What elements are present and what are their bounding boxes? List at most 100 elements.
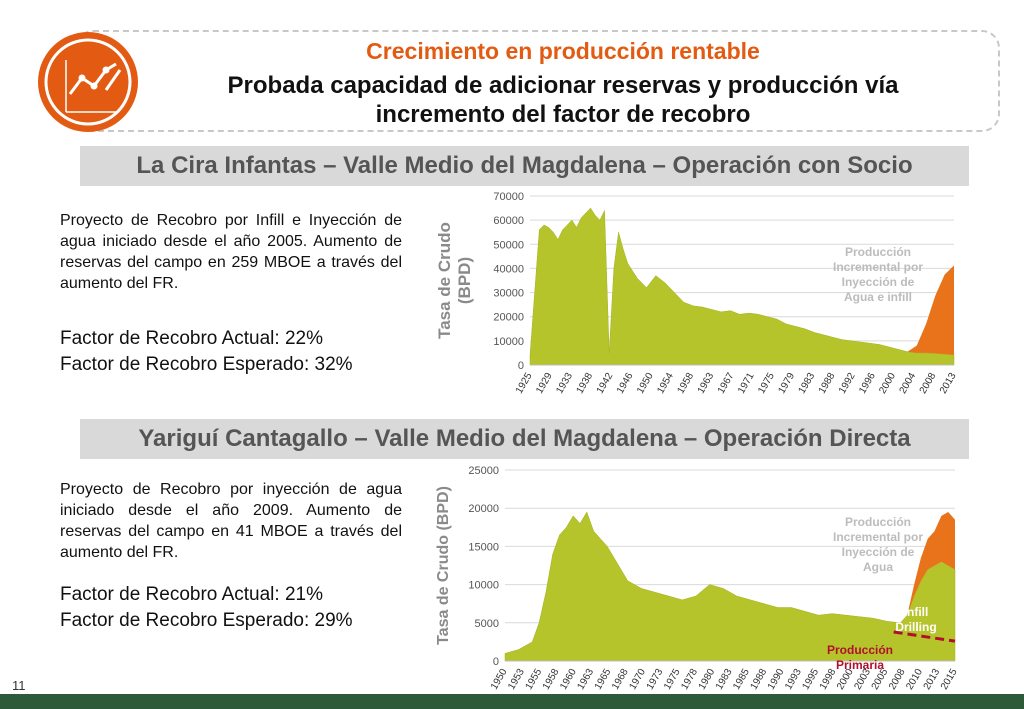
series-base-production-area: [529, 207, 955, 366]
x-tick-label: 2013: [922, 667, 943, 692]
section1-factor-esperado: Factor de Recobro Esperado: 32%: [60, 354, 353, 375]
x-tick-label: 2008: [887, 667, 908, 692]
x-tick-label: 1978: [679, 667, 700, 692]
x-tick-label: 1990: [766, 667, 787, 692]
annotation-line: Drilling: [895, 620, 936, 634]
y-axis-label: Tasa de Crudo (BPD): [435, 486, 452, 645]
x-tick-label: 1988: [817, 371, 838, 396]
x-tick-label: 1975: [756, 371, 777, 396]
y-tick-label: 25000: [468, 465, 499, 477]
annotation-line: Agua: [863, 560, 893, 574]
x-tick-label: 1942: [595, 371, 616, 396]
y-tick-label: 20000: [468, 503, 499, 515]
annotation-primary-production: Producción Primaria: [827, 643, 893, 672]
y-tick-label: 0: [493, 656, 499, 668]
x-tick-label: 1973: [645, 667, 666, 692]
annotation-infill-drilling: Infill Drilling: [895, 605, 936, 634]
chart-la-cira-infantas: 0 10000 20000 30000 40000 50000 60000 70000 1925…: [435, 191, 959, 396]
header-subtitle-line1: Probada capacidad de adicionar reservas …: [227, 72, 899, 99]
x-tick-label: 1967: [716, 371, 737, 396]
section1-factor-actual: Factor de Recobro Actual: 22%: [60, 328, 323, 349]
x-tick-label: 1970: [627, 667, 648, 692]
header-subtitle: Probada capacidad de adicionar reservas …: [150, 71, 976, 129]
y-tick-label: 15000: [468, 541, 499, 553]
y-tick-label: 50000: [493, 239, 524, 251]
header-title: Crecimiento en producción rentable: [366, 38, 760, 64]
x-tick-label: 2010: [904, 667, 925, 692]
x-tick-label: 1980: [697, 667, 718, 692]
x-tick-label: 1993: [783, 667, 804, 692]
x-tick-label: 1955: [524, 667, 545, 692]
annotation-line: Incremental por: [833, 530, 923, 544]
x-tick-label: 1953: [506, 667, 527, 692]
annotation-incremental-production: Producción Incremental por Inyección de Agu…: [833, 515, 923, 574]
header-subtitle-line2: incremento del factor de recobro: [375, 101, 751, 128]
x-tick-label: 1950: [489, 667, 510, 692]
y-tick-label: 30000: [493, 288, 524, 300]
annotation-line: Inyección de: [842, 545, 915, 559]
section2-factor-esperado: Factor de Recobro Esperado: 29%: [60, 610, 353, 631]
x-tick-label: 1933: [554, 371, 575, 396]
x-tick-label: 1950: [635, 371, 656, 396]
x-tick-label: 2008: [918, 371, 939, 396]
x-tick-label: 1995: [800, 667, 821, 692]
y-tick-label: 20000: [493, 312, 524, 324]
x-tick-label: 1985: [731, 667, 752, 692]
x-tick-label: 1963: [575, 667, 596, 692]
annotation-line: Incremental por: [833, 260, 923, 274]
footer-bar: [0, 694, 1024, 709]
y-axis-label: Tasa de Crudo(BPD): [435, 222, 474, 339]
section1-banner: La Cira Infantas – Valle Medio del Magda…: [80, 146, 969, 186]
section1-description: Proyecto de Recobro por Infill e Inyecci…: [60, 212, 402, 292]
x-tick-label: 1925: [514, 371, 535, 396]
series-incremental-production-area: [907, 512, 955, 616]
y-tick-label: 60000: [493, 215, 524, 227]
y-tick-label: 70000: [493, 191, 524, 203]
x-tick-label: 1958: [675, 371, 696, 396]
x-tick-label: 1975: [662, 667, 683, 692]
x-tick-label: 2013: [938, 371, 959, 396]
section2-banner: Yariguí Cantagallo – Valle Medio del Mag…: [80, 419, 969, 459]
chart-yarigui-cantagallo: 0 5000 10000 15000 20000 25000 195019531955195…: [435, 465, 960, 692]
x-tick-label: 1965: [593, 667, 614, 692]
section2-description: Proyecto de Recobro por inyección de agu…: [60, 481, 402, 561]
x-tick-label: 1979: [776, 371, 797, 396]
x-tick-label: 1992: [837, 371, 858, 396]
x-tick-label: 1971: [736, 371, 757, 396]
annotation-line: Producción: [845, 515, 911, 529]
series-base-production-area: [504, 511, 956, 662]
y-axis-label-line2: (BPD): [455, 257, 474, 304]
primary-production-line: [893, 630, 956, 643]
x-tick-label: 1954: [655, 371, 676, 396]
x-tick-label: 2015: [939, 667, 960, 692]
x-tick-label: 1996: [857, 371, 878, 396]
x-tick-label: 1968: [610, 667, 631, 692]
x-tick-label: 2004: [898, 371, 919, 396]
y-tick-label: 5000: [475, 618, 499, 630]
annotation-line: Primaria: [836, 658, 884, 672]
series-incremental-production-area: [907, 265, 954, 355]
x-tick-label: 1983: [714, 667, 735, 692]
growth-chart-logo-icon: [36, 30, 140, 134]
section2-factor-actual: Factor de Recobro Actual: 21%: [60, 584, 323, 605]
y-tick-label: 0: [518, 360, 524, 372]
annotation-line: Producción: [845, 245, 911, 259]
x-tick-label: 2000: [877, 371, 898, 396]
annotation-line: Infill: [904, 605, 929, 619]
x-tick-label: 1963: [696, 371, 717, 396]
annotation-line: Agua e infill: [844, 290, 912, 304]
y-tick-label: 10000: [468, 580, 499, 592]
x-tick-label: 1946: [615, 371, 636, 396]
annotation-line: Producción: [827, 643, 893, 657]
y-tick-label: 40000: [493, 263, 524, 275]
x-tick-label: 1983: [797, 371, 818, 396]
annotation-line: Inyección de: [842, 275, 915, 289]
x-tick-label: 1988: [749, 667, 770, 692]
x-tick-label: 1960: [558, 667, 579, 692]
annotation-incremental-production: Producción Incremental por Inyección de Agu…: [833, 245, 923, 304]
x-tick-label: 1958: [541, 667, 562, 692]
y-axis-label-line1: Tasa de Crudo: [435, 222, 454, 339]
x-tick-label: 1938: [575, 371, 596, 396]
y-tick-label: 10000: [493, 336, 524, 348]
x-tick-label: 1929: [534, 371, 555, 396]
